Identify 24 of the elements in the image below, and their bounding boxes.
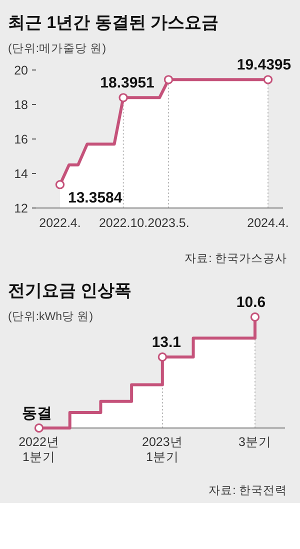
y-tick-label: 20 [14, 64, 28, 78]
x-tick-label: 2022.4. [39, 216, 81, 230]
x-tick-label: 2022년 1분기 [18, 435, 60, 464]
chart-subtitle: (단위:메가줄당 원) [8, 43, 106, 55]
x-tick-label: 2024.4. [247, 216, 289, 230]
y-tick-label: 18 [14, 98, 28, 112]
data-label: 18.3951 [100, 74, 154, 92]
chart-title: 전기요금 인상폭 [8, 281, 132, 300]
y-tick-label: 16 [14, 132, 28, 146]
annotation: 10.6 [236, 294, 266, 311]
x-tick-label: 3분기 [238, 435, 272, 449]
chart-title: 최근 1년간 동결된 가스요금 [8, 13, 219, 32]
annotation: 13.1 [152, 334, 182, 351]
x-tick-label: 2023.5. [148, 216, 190, 230]
data-label: 19.4395 [236, 56, 292, 74]
chart-subtitle: (단위:kWh당 원) [8, 311, 94, 323]
x-tick-label: 2023년 1분기 [142, 435, 183, 464]
text: 자료: 한국가스공사 [184, 253, 287, 265]
text: 자료: 한국전력 [208, 485, 287, 497]
x-tick-label: 2022.10. [98, 216, 148, 230]
annotation: 동결 [22, 405, 52, 422]
y-tick-label: 14 [14, 167, 28, 181]
data-label: 13.3584 [68, 190, 123, 207]
y-tick-label: 12 [14, 202, 28, 216]
